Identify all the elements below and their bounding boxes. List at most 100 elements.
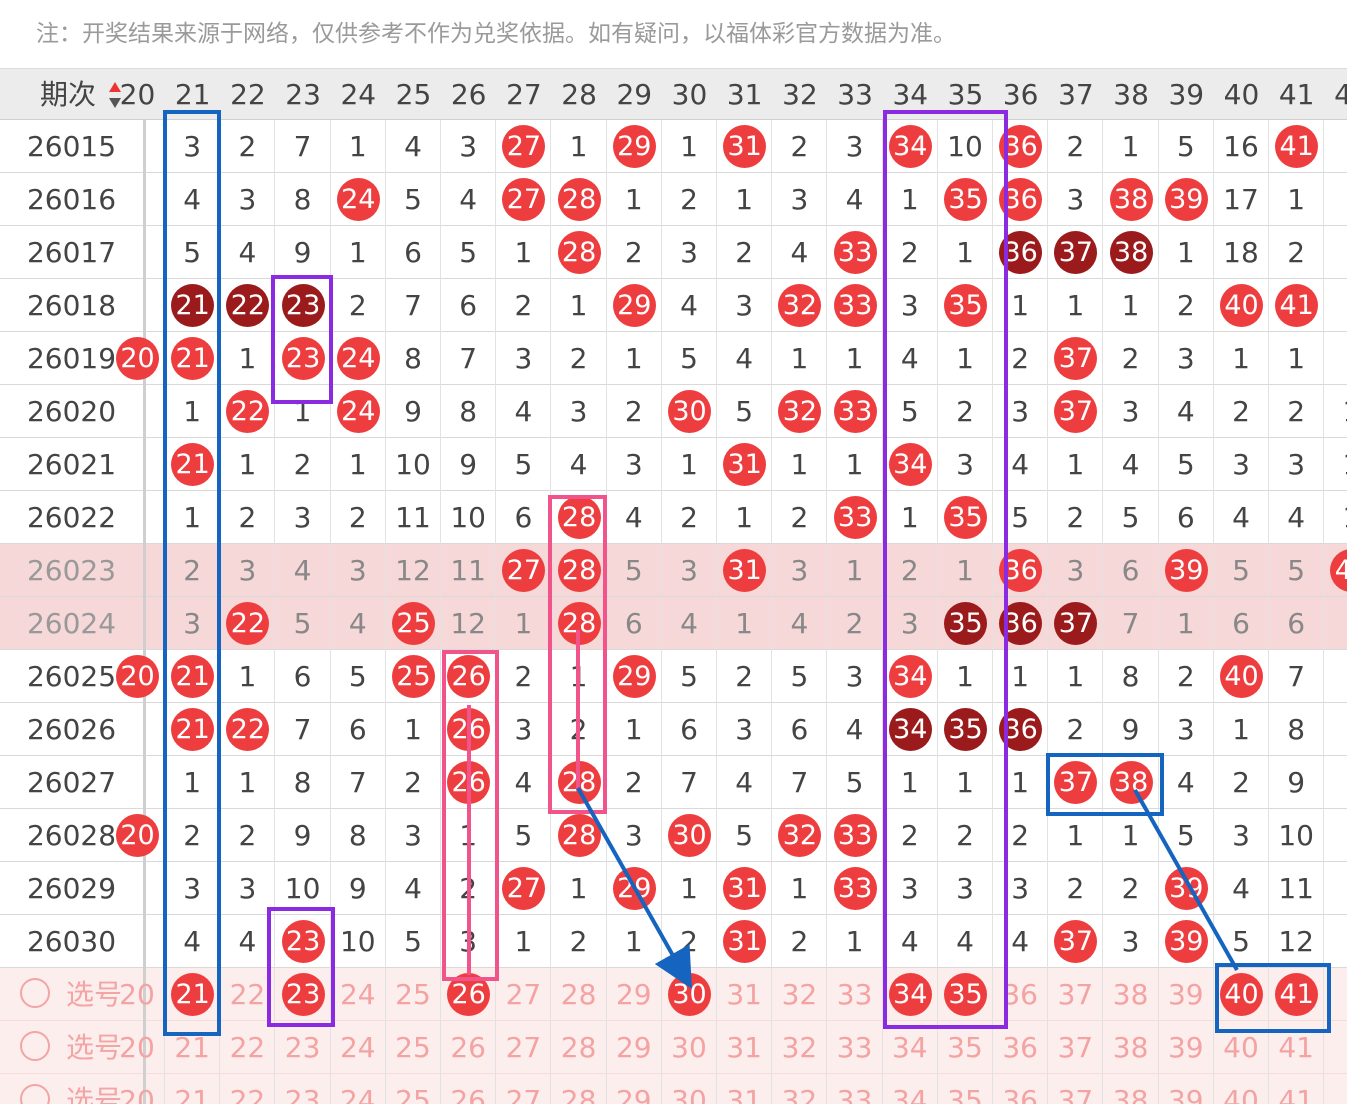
number-cell: 3	[883, 862, 938, 915]
number-cell: 2	[662, 915, 717, 968]
number-cell: 29	[607, 862, 662, 915]
drawn-number-ball: 28	[557, 549, 601, 592]
table-row[interactable]: 26027 1 1 8 7 2 26 4 28 2 7 4 7 5 1 1 1 37 38 4 2 9	[0, 756, 1347, 809]
table-row[interactable]: 26022123211106284212331355256441	[0, 491, 1347, 544]
number-cell: 1	[828, 915, 883, 968]
number-cell: 3	[165, 862, 221, 915]
number-cell: 1	[662, 438, 717, 491]
table-row[interactable]: 26025 20 21 1 6 5 25 26 2 1 29 5 2 5 3 34 1 1 1 8 2 40 7	[0, 650, 1347, 703]
number-cell: 26	[441, 650, 497, 703]
table-row[interactable]: 26030 4 4 23 10 5 3 1 2 1 2 31 2 1 4 4 4 37 3 39 5 12	[0, 915, 1347, 968]
number-cell: 27	[496, 120, 552, 173]
number-cell: 18	[1214, 226, 1269, 279]
number-cell: 2	[607, 385, 662, 438]
table-row[interactable]: 26015 3 2 7 1 4 3 27 1 29 1 31 2 3 34 10 36 2 1 5 16 41	[0, 120, 1347, 173]
number-cell: 37	[1048, 915, 1104, 968]
table-row[interactable]: 26017 5 4 9 1 6 5 1 28 2 3 2 4 33 2 1 36 37 38 1 18 2	[0, 226, 1347, 279]
drawn-number-ball: 36	[999, 178, 1043, 221]
number-cell: 20	[110, 809, 165, 862]
issue-number: 26015	[0, 120, 146, 173]
number-cell: 2	[772, 120, 828, 173]
radio-circle-icon[interactable]	[20, 1084, 50, 1104]
column-header-36: 36	[1002, 78, 1039, 111]
number-cell: 2	[662, 491, 717, 544]
number-cell: 20	[110, 968, 165, 1021]
number-cell: 28	[552, 1021, 607, 1074]
pick-selector[interactable]: 选号	[0, 968, 146, 1021]
number-cell: 37	[1048, 756, 1104, 809]
number-cell: 6	[276, 650, 331, 703]
table-row[interactable]: 26024 3 22 5 4 25 12 1 28 6 4 1 4 2 3 35 36 37 7 1 6 6	[0, 597, 1347, 650]
pick-row[interactable]: 选号 20 21 22 23 24 25 26 27 28 29 30 31 32 33 34 35 36 37 38…	[0, 1074, 1347, 1104]
pick-row[interactable]: 选号 20 21 22 23 24 25 26 27 28 29 30 31 32 33 34 35 36 37 38…	[0, 1021, 1347, 1074]
number-cell: 2	[993, 332, 1049, 385]
number-cell: 21	[165, 438, 221, 491]
table-row[interactable]: 26016 4 3 8 24 5 4 27 28 1 2 1 3 4 1 35 36 3 38 39 17 1	[0, 173, 1347, 226]
table-row[interactable]: 26018 21 22 23 2 7 6 2 1 29 4 3 32 33 3 35 1 1 1 2 40 41	[0, 279, 1347, 332]
number-cell: 27	[496, 1074, 552, 1104]
table-row[interactable]: 260201221249843230532335233734221	[0, 385, 1347, 438]
number-cell: 3	[1214, 438, 1269, 491]
number-cell: 2	[441, 862, 497, 915]
number-cell: 1	[1214, 703, 1269, 756]
drawn-number-ball: 35	[944, 178, 987, 221]
table-row[interactable]: 26028 20 2 2 9 8 3 1 5 28 3 30 5 32 33 2 2 2 1 1 5 3 10	[0, 809, 1347, 862]
number-cell: 39	[1159, 173, 1214, 226]
number-cell: 6	[441, 279, 497, 332]
sort-icon[interactable]	[108, 80, 122, 110]
number-cell: 5	[607, 544, 662, 597]
number-cell: 3	[1159, 332, 1214, 385]
pick-selector[interactable]: 选号	[0, 1021, 146, 1074]
number-cell: 1	[552, 862, 607, 915]
pick-selector[interactable]: 选号	[0, 1074, 146, 1104]
number-cell	[1324, 650, 1347, 703]
number-cell: 23	[276, 1074, 331, 1104]
number-cell: 1	[1104, 120, 1159, 173]
number-cell: 26	[441, 756, 497, 809]
number-cell: 3	[1104, 385, 1159, 438]
drawn-number-ball: 32	[778, 284, 822, 327]
drawn-number-ball: 35	[944, 708, 987, 751]
drawn-number-ball: 40	[1220, 284, 1263, 327]
issue-number: 26029	[0, 862, 146, 915]
number-cell: 2	[1104, 862, 1159, 915]
number-cell: 3	[772, 173, 828, 226]
table-row[interactable]: 2602121121109543131113434145331	[0, 438, 1347, 491]
number-cell: 35	[938, 491, 993, 544]
number-cell: 35	[938, 968, 993, 1021]
number-cell: 24	[331, 1074, 386, 1104]
drawn-number-ball: 36	[999, 125, 1043, 168]
number-cell: 3	[938, 438, 993, 491]
number-cell: 34	[883, 1021, 938, 1074]
number-cell	[110, 120, 165, 173]
issue-number: 26023	[0, 544, 146, 597]
drawn-number-ball: 31	[723, 920, 767, 963]
number-cell: 7	[441, 332, 497, 385]
number-cell: 5	[1104, 491, 1159, 544]
drawn-number-ball: 34	[888, 125, 932, 168]
number-cell: 4	[662, 279, 717, 332]
radio-circle-icon[interactable]	[20, 978, 50, 1008]
number-cell: 3	[828, 120, 883, 173]
number-cell: 22	[220, 597, 276, 650]
number-cell: 1	[772, 862, 828, 915]
issue-number: 26028	[0, 809, 146, 862]
drawn-number-ball: 29	[612, 125, 656, 168]
number-cell: 2	[607, 756, 662, 809]
table-row[interactable]: 26019 20 21 1 23 24 8 7 3 2 1 5 4 1 1 4 1 2 37 2 3 1 1	[0, 332, 1347, 385]
issue-number: 26016	[0, 173, 146, 226]
issue-column-header[interactable]: 期次	[0, 69, 146, 121]
number-cell: 16	[1214, 120, 1269, 173]
number-cell: 38	[1104, 756, 1159, 809]
number-cell: 4	[993, 915, 1049, 968]
number-cell: 2	[496, 650, 552, 703]
number-cell: 6	[386, 226, 441, 279]
number-cell: 1	[717, 173, 773, 226]
pick-row[interactable]: 选号 20 21 22 23 24 25 26 27 28 29 30 31 32 33 34 35 36 37 38…	[0, 968, 1347, 1021]
table-row[interactable]: 26026 21 22 7 6 1 26 3 2 1 6 3 6 4 34 35 36 2 9 3 1 8	[0, 703, 1347, 756]
number-cell: 2	[220, 491, 276, 544]
number-cell: 31	[717, 1074, 773, 1104]
table-row[interactable]: 26029 3 3 10 9 4 2 27 1 29 1 31 1 33 3 3 3 2 2 39 4 11	[0, 862, 1347, 915]
radio-circle-icon[interactable]	[20, 1031, 50, 1061]
